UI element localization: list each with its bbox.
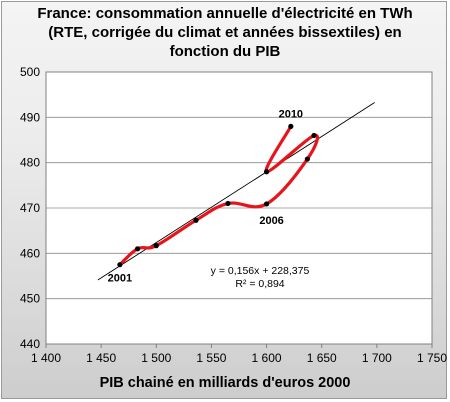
chart-title-line-1: France: consommation annuelle d'électric…	[37, 5, 413, 22]
data-point	[288, 123, 294, 129]
data-point	[263, 201, 270, 207]
y-tick-label: 500	[20, 65, 40, 79]
x-tick-label: 1 550	[196, 351, 226, 365]
y-tick-label: 450	[20, 292, 40, 306]
point-label: 2006	[259, 215, 283, 227]
x-tick-label: 1 750	[417, 351, 447, 365]
trendline-equation: y = 0,156x + 228,375	[211, 265, 310, 277]
data-point	[134, 246, 141, 252]
data-point	[311, 132, 317, 139]
y-tick-label: 470	[20, 201, 40, 215]
point-annotations: 2001 2006 2010	[108, 108, 303, 284]
data-point	[117, 262, 123, 268]
gridlines	[46, 116, 432, 300]
chart-title-line-3: fonction du PIB	[169, 43, 281, 60]
x-axis-ticks: 1 400 1 450 1 500 1 550 1 600 1 650 1 700 1 750	[31, 344, 447, 365]
data-point	[263, 169, 270, 175]
y-tick-label: 490	[20, 110, 40, 124]
x-tick-label: 1 700	[362, 351, 392, 365]
point-label: 2001	[108, 273, 132, 285]
trendline	[97, 102, 375, 281]
x-tick-label: 1 600	[252, 351, 282, 365]
chart-title-line-2: (RTE, corrigée du climat et années bisse…	[48, 24, 402, 41]
y-tick-label: 440	[20, 337, 40, 351]
chart-title: France: consommation annuelle d'électric…	[0, 4, 450, 61]
data-points	[117, 123, 317, 268]
x-tick-label: 1 500	[141, 351, 171, 365]
data-point	[153, 243, 159, 249]
x-tick-label: 1 400	[31, 351, 61, 365]
series-line	[118, 124, 319, 267]
x-axis-label: PIB chainé en milliards d'euros 2000	[99, 375, 351, 391]
y-tick-label: 460	[20, 246, 40, 260]
y-axis-ticks: 440 450 460 470 480 490 500	[20, 65, 40, 351]
y-tick-label: 480	[20, 156, 40, 170]
x-tick-label: 1 450	[86, 351, 116, 365]
data-point	[193, 217, 199, 223]
trendline-r-squared: R² = 0,894	[235, 278, 284, 290]
data-point	[304, 156, 310, 162]
data-point	[225, 200, 231, 207]
point-label: 2010	[279, 108, 303, 120]
x-tick-label: 1 650	[307, 351, 337, 365]
